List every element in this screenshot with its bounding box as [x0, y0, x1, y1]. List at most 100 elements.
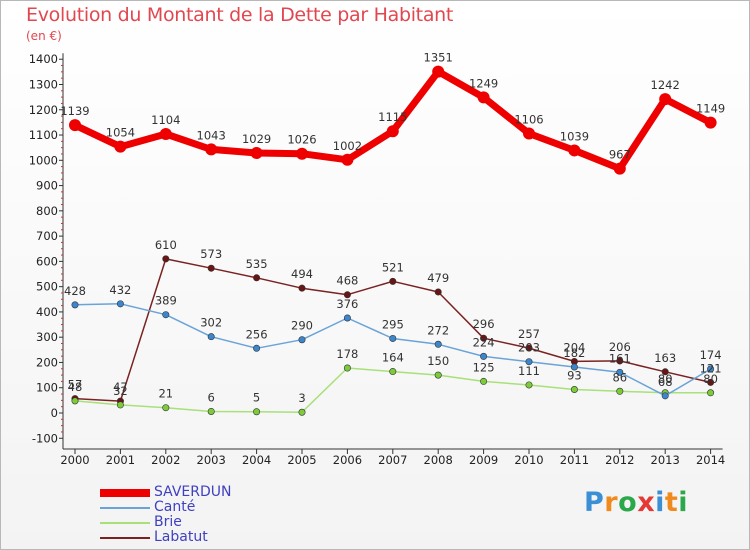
legend-label: Labatut [154, 529, 208, 545]
data-label: 1115 [378, 110, 407, 124]
x-tick-label: 2013 [651, 453, 680, 467]
x-tick-label: 2006 [333, 453, 362, 467]
data-point [659, 93, 672, 106]
data-point [477, 91, 490, 104]
x-tick-label: 2012 [605, 453, 634, 467]
data-label: 967 [609, 148, 631, 162]
x-tick-label: 2008 [424, 453, 453, 467]
data-label: 204 [563, 340, 585, 354]
data-label: 468 [336, 274, 358, 288]
data-point [613, 162, 626, 175]
data-label: 535 [246, 257, 268, 271]
data-point [207, 407, 215, 415]
data-point [253, 274, 261, 282]
y-tick-label: 500 [36, 280, 58, 294]
data-point [434, 340, 442, 348]
data-point [207, 264, 215, 272]
legend-label: Canté [154, 499, 196, 515]
data-point [69, 119, 81, 132]
data-point [298, 336, 306, 344]
data-point [616, 368, 624, 376]
data-label: 1351 [424, 51, 453, 65]
legend-item: Brie [100, 515, 231, 530]
data-label: 1054 [106, 126, 135, 140]
y-tick-label: 300 [36, 330, 58, 344]
data-label: 1242 [651, 78, 680, 92]
legend-swatch [100, 536, 150, 539]
data-point [207, 333, 215, 341]
data-point [568, 144, 581, 157]
data-label: 1106 [514, 113, 543, 127]
logo-letter: i [655, 487, 665, 518]
data-point [707, 365, 715, 373]
data-label: 224 [473, 335, 495, 349]
proxiti-logo: Proxiti [584, 487, 688, 518]
data-label: 203 [518, 341, 540, 355]
data-label: 5 [253, 391, 260, 405]
data-label: 1104 [151, 113, 180, 127]
data-point [114, 140, 127, 153]
data-point [253, 344, 261, 352]
data-label: 161 [609, 351, 631, 365]
data-point [162, 311, 170, 319]
data-point [116, 401, 124, 409]
data-point [250, 146, 263, 159]
x-tick-label: 2001 [106, 453, 135, 467]
y-tick-label: 1100 [29, 128, 58, 142]
data-point [525, 358, 533, 366]
chart-title: Evolution du Montant de la Dette par Hab… [26, 4, 454, 26]
legend-label: Brie [154, 514, 182, 530]
data-point [116, 300, 124, 308]
x-tick-label: 2005 [287, 453, 316, 467]
data-label: 1002 [333, 139, 362, 153]
data-label: 376 [336, 297, 358, 311]
data-point [707, 389, 715, 397]
data-point [523, 127, 535, 140]
data-point [480, 352, 488, 360]
data-label: 57 [68, 378, 83, 392]
y-tick-label: 1300 [29, 77, 58, 91]
data-label: 1139 [60, 104, 89, 118]
legend-swatch [100, 521, 150, 524]
data-label: 1029 [242, 132, 271, 146]
x-tick-label: 2011 [560, 453, 589, 467]
data-label: 1039 [560, 129, 589, 143]
data-label: 256 [246, 327, 268, 341]
data-label: 296 [473, 317, 495, 331]
data-label: 111 [518, 364, 540, 378]
data-point [525, 381, 533, 389]
data-label: 80 [658, 372, 673, 386]
data-point [704, 116, 717, 129]
data-point [296, 147, 308, 160]
data-label: 610 [155, 238, 177, 252]
y-tick-label: 700 [36, 229, 58, 243]
y-tick-label: 600 [36, 254, 58, 268]
data-label: 428 [64, 284, 86, 298]
data-point [162, 255, 170, 263]
data-point [343, 291, 351, 299]
y-tick-label: -100 [32, 431, 58, 445]
data-label: 182 [563, 346, 585, 360]
data-label: 21 [158, 387, 173, 401]
data-point [707, 378, 715, 386]
legend-item: Canté [100, 500, 231, 515]
data-label: 48 [68, 380, 83, 394]
y-tick-label: 400 [36, 305, 58, 319]
data-point [616, 387, 624, 395]
data-point [389, 368, 397, 376]
data-label: 479 [427, 271, 449, 285]
data-point [389, 277, 397, 285]
data-label: 494 [291, 267, 313, 281]
data-point [159, 128, 172, 141]
data-point [570, 385, 578, 393]
data-point [616, 357, 624, 365]
data-point [480, 377, 488, 385]
logo-letter: t [664, 487, 679, 518]
y-tick-label: 800 [36, 204, 58, 218]
data-label: 174 [700, 348, 722, 362]
logo-letter: i [678, 487, 689, 518]
logo-letter: x [637, 487, 656, 518]
x-tick-label: 2010 [514, 453, 543, 467]
data-point [298, 284, 306, 292]
